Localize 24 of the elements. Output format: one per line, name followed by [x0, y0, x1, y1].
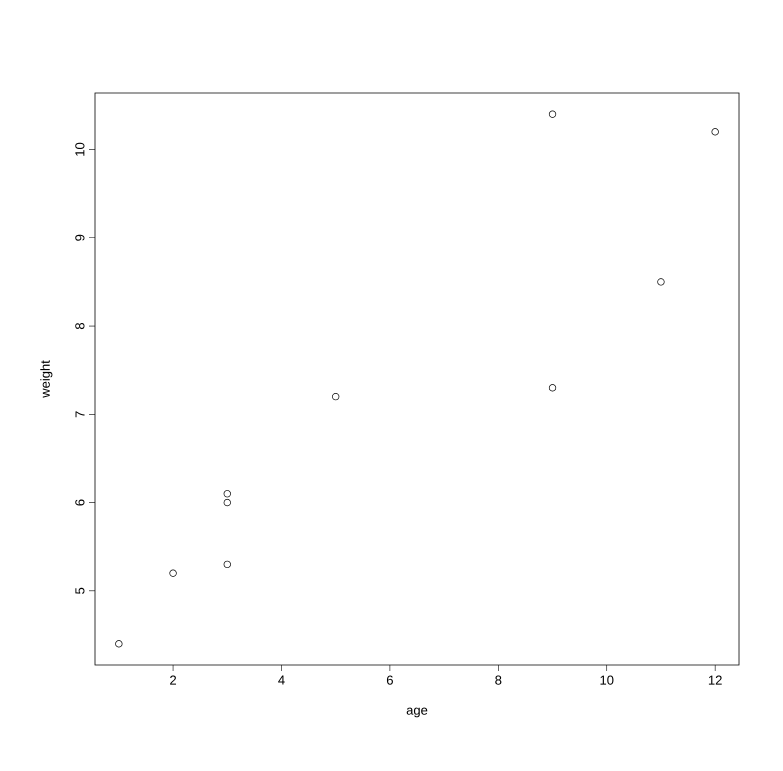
- point: [224, 490, 231, 498]
- point: [548, 384, 556, 392]
- x-tick-label: 2: [170, 676, 176, 685]
- point: [115, 640, 122, 648]
- y-tick-label: 7: [76, 411, 84, 418]
- x-tick-label: 12: [708, 676, 722, 685]
- x-tick-label: 8: [495, 676, 502, 685]
- x-tick-label: 4: [278, 676, 285, 684]
- point: [224, 560, 231, 568]
- point: [332, 393, 340, 400]
- y-tick-label: 6: [75, 500, 84, 506]
- y-axis-title: weight: [40, 360, 52, 398]
- point: [712, 128, 719, 136]
- y-tick-label: 8: [75, 322, 84, 330]
- point: [657, 278, 665, 286]
- x-tick-label: 10: [600, 676, 614, 685]
- y-tick-label: 9: [75, 234, 84, 241]
- point: [224, 498, 231, 506]
- y-tick-label: 10: [75, 142, 84, 156]
- x-axis-title: age: [406, 708, 428, 718]
- y-tick-label: 5: [75, 588, 84, 594]
- point: [548, 110, 556, 118]
- x-tick-label: 6: [386, 676, 393, 685]
- point: [169, 570, 177, 577]
